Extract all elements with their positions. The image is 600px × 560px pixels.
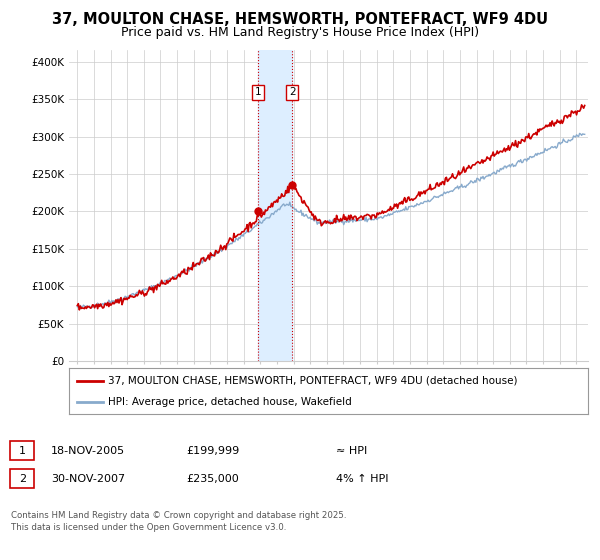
- Text: £235,000: £235,000: [186, 474, 239, 484]
- Text: 18-NOV-2005: 18-NOV-2005: [51, 446, 125, 456]
- Text: HPI: Average price, detached house, Wakefield: HPI: Average price, detached house, Wake…: [108, 397, 352, 407]
- Text: 2: 2: [289, 87, 296, 97]
- Text: 4% ↑ HPI: 4% ↑ HPI: [336, 474, 389, 484]
- Text: 37, MOULTON CHASE, HEMSWORTH, PONTEFRACT, WF9 4DU (detached house): 37, MOULTON CHASE, HEMSWORTH, PONTEFRACT…: [108, 376, 517, 386]
- Text: Contains HM Land Registry data © Crown copyright and database right 2025.
This d: Contains HM Land Registry data © Crown c…: [11, 511, 346, 531]
- Text: 30-NOV-2007: 30-NOV-2007: [51, 474, 125, 484]
- Text: £199,999: £199,999: [186, 446, 239, 456]
- Text: 2: 2: [19, 474, 26, 484]
- Text: ≈ HPI: ≈ HPI: [336, 446, 367, 456]
- Text: 37, MOULTON CHASE, HEMSWORTH, PONTEFRACT, WF9 4DU: 37, MOULTON CHASE, HEMSWORTH, PONTEFRACT…: [52, 12, 548, 27]
- Bar: [259, 50, 292, 361]
- Text: 1: 1: [19, 446, 26, 456]
- Text: 1: 1: [255, 87, 262, 97]
- Text: Price paid vs. HM Land Registry's House Price Index (HPI): Price paid vs. HM Land Registry's House …: [121, 26, 479, 39]
